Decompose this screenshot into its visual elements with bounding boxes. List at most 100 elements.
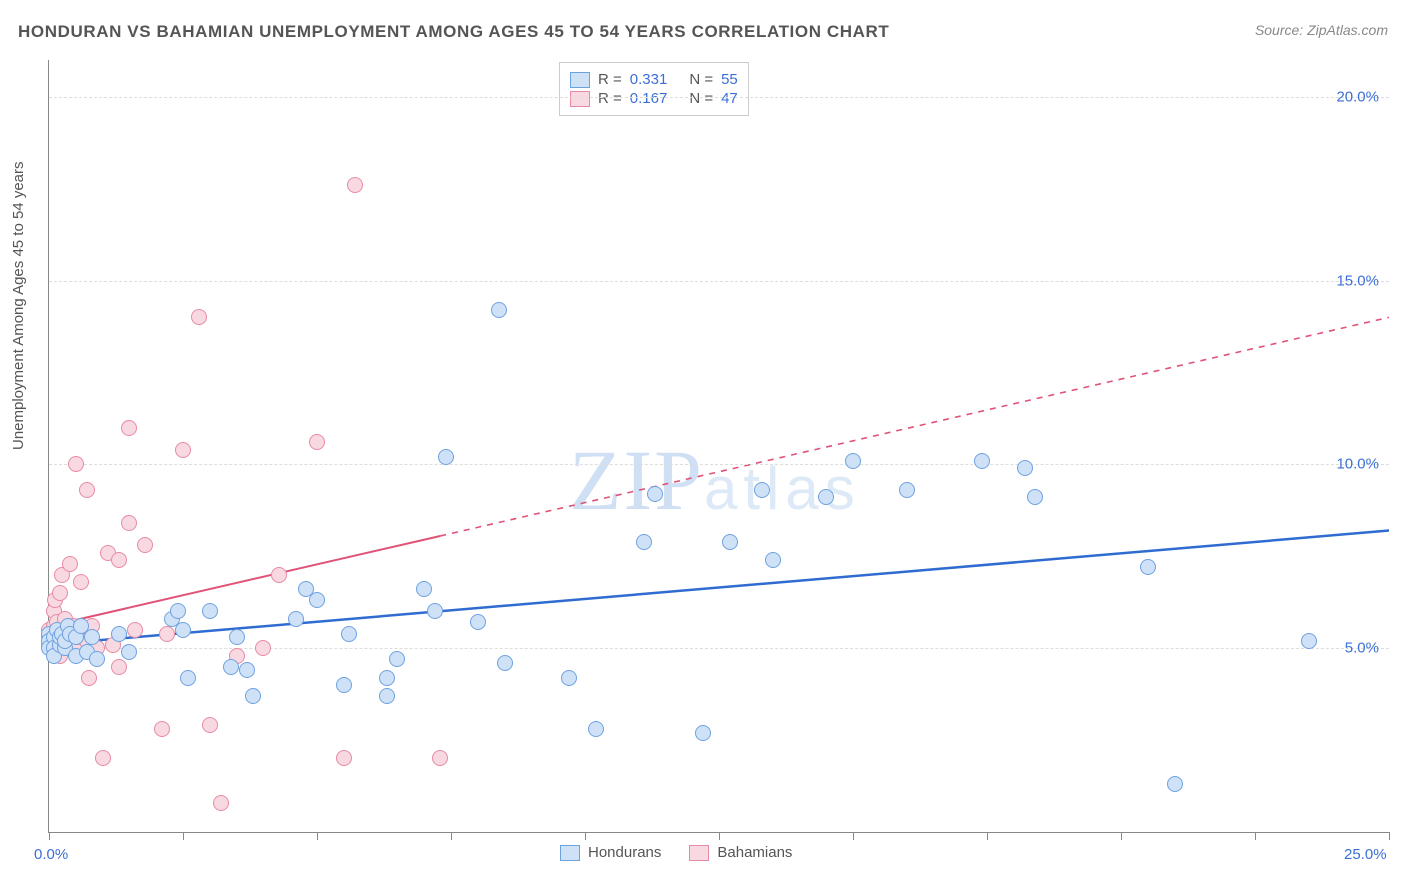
x-tick xyxy=(1389,832,1390,840)
data-point-hondurans xyxy=(722,534,738,550)
x-tick xyxy=(1255,832,1256,840)
swatch-hondurans xyxy=(570,72,590,88)
data-point-hondurans xyxy=(111,626,127,642)
chart-title: HONDURAN VS BAHAMIAN UNEMPLOYMENT AMONG … xyxy=(18,22,889,42)
trend-lines xyxy=(49,60,1389,832)
data-point-bahamians xyxy=(62,556,78,572)
series-legend: Hondurans Bahamians xyxy=(560,844,792,861)
data-point-hondurans xyxy=(309,592,325,608)
data-point-hondurans xyxy=(239,662,255,678)
data-point-hondurans xyxy=(899,482,915,498)
data-point-bahamians xyxy=(336,750,352,766)
scatter-plot: ZIPatlas R = 0.331 N = 55 R = 0.167 N = … xyxy=(48,60,1389,833)
data-point-hondurans xyxy=(341,626,357,642)
data-point-hondurans xyxy=(765,552,781,568)
n-value-bahamians: 47 xyxy=(721,90,738,107)
r-value-hondurans: 0.331 xyxy=(630,71,668,88)
data-point-hondurans xyxy=(245,688,261,704)
gridline xyxy=(49,281,1389,282)
data-point-bahamians xyxy=(111,659,127,675)
gridline xyxy=(49,464,1389,465)
data-point-bahamians xyxy=(271,567,287,583)
data-point-hondurans xyxy=(1140,559,1156,575)
r-value-bahamians: 0.167 xyxy=(630,90,668,107)
y-tick-label: 15.0% xyxy=(1336,272,1379,289)
legend-row-bahamians: R = 0.167 N = 47 xyxy=(570,90,738,107)
data-point-hondurans xyxy=(427,603,443,619)
data-point-hondurans xyxy=(223,659,239,675)
series-label-bahamians: Bahamians xyxy=(717,844,792,861)
data-point-hondurans xyxy=(974,453,990,469)
data-point-bahamians xyxy=(52,585,68,601)
data-point-bahamians xyxy=(432,750,448,766)
data-point-hondurans xyxy=(438,449,454,465)
data-point-hondurans xyxy=(588,721,604,737)
data-point-hondurans xyxy=(1027,489,1043,505)
swatch-bahamians xyxy=(689,845,709,861)
x-tick xyxy=(853,832,854,840)
watermark-zip: ZIP xyxy=(569,432,704,528)
x-tick xyxy=(585,832,586,840)
r-prefix: R = xyxy=(598,71,622,88)
x-origin-label: 0.0% xyxy=(34,846,68,863)
swatch-bahamians xyxy=(570,91,590,107)
data-point-hondurans xyxy=(336,677,352,693)
data-point-hondurans xyxy=(1301,633,1317,649)
data-point-hondurans xyxy=(416,581,432,597)
y-axis-label: Unemployment Among Ages 45 to 54 years xyxy=(10,161,27,450)
legend-row-hondurans: R = 0.331 N = 55 xyxy=(570,71,738,88)
data-point-hondurans xyxy=(636,534,652,550)
data-point-bahamians xyxy=(175,442,191,458)
data-point-hondurans xyxy=(647,486,663,502)
data-point-bahamians xyxy=(121,420,137,436)
data-point-hondurans xyxy=(202,603,218,619)
data-point-hondurans xyxy=(379,688,395,704)
data-point-bahamians xyxy=(202,717,218,733)
data-point-bahamians xyxy=(137,537,153,553)
data-point-bahamians xyxy=(159,626,175,642)
data-point-hondurans xyxy=(491,302,507,318)
data-point-bahamians xyxy=(255,640,271,656)
y-tick-label: 5.0% xyxy=(1345,640,1379,657)
data-point-hondurans xyxy=(845,453,861,469)
n-value-hondurans: 55 xyxy=(721,71,738,88)
x-tick xyxy=(49,832,50,840)
gridline xyxy=(49,97,1389,98)
swatch-hondurans xyxy=(560,845,580,861)
y-tick-label: 10.0% xyxy=(1336,456,1379,473)
data-point-bahamians xyxy=(81,670,97,686)
legend-item-hondurans: Hondurans xyxy=(560,844,661,861)
data-point-hondurans xyxy=(497,655,513,671)
source-attribution: Source: ZipAtlas.com xyxy=(1255,22,1388,38)
data-point-bahamians xyxy=(111,552,127,568)
data-point-hondurans xyxy=(470,614,486,630)
r-prefix: R = xyxy=(598,90,622,107)
data-point-hondurans xyxy=(379,670,395,686)
data-point-bahamians xyxy=(191,309,207,325)
data-point-bahamians xyxy=(79,482,95,498)
data-point-bahamians xyxy=(154,721,170,737)
x-tick xyxy=(183,832,184,840)
x-tick xyxy=(719,832,720,840)
n-prefix: N = xyxy=(689,71,713,88)
data-point-hondurans xyxy=(175,622,191,638)
data-point-hondurans xyxy=(1167,776,1183,792)
data-point-hondurans xyxy=(229,629,245,645)
data-point-hondurans xyxy=(121,644,137,660)
x-tick xyxy=(317,832,318,840)
data-point-bahamians xyxy=(73,574,89,590)
data-point-hondurans xyxy=(180,670,196,686)
data-point-hondurans xyxy=(84,629,100,645)
gridline xyxy=(49,648,1389,649)
legend-item-bahamians: Bahamians xyxy=(689,844,792,861)
data-point-hondurans xyxy=(1017,460,1033,476)
y-tick-label: 20.0% xyxy=(1336,88,1379,105)
series-label-hondurans: Hondurans xyxy=(588,844,661,861)
data-point-bahamians xyxy=(309,434,325,450)
data-point-bahamians xyxy=(213,795,229,811)
x-tick xyxy=(451,832,452,840)
x-tick xyxy=(987,832,988,840)
data-point-hondurans xyxy=(288,611,304,627)
data-point-bahamians xyxy=(68,456,84,472)
n-prefix: N = xyxy=(689,90,713,107)
